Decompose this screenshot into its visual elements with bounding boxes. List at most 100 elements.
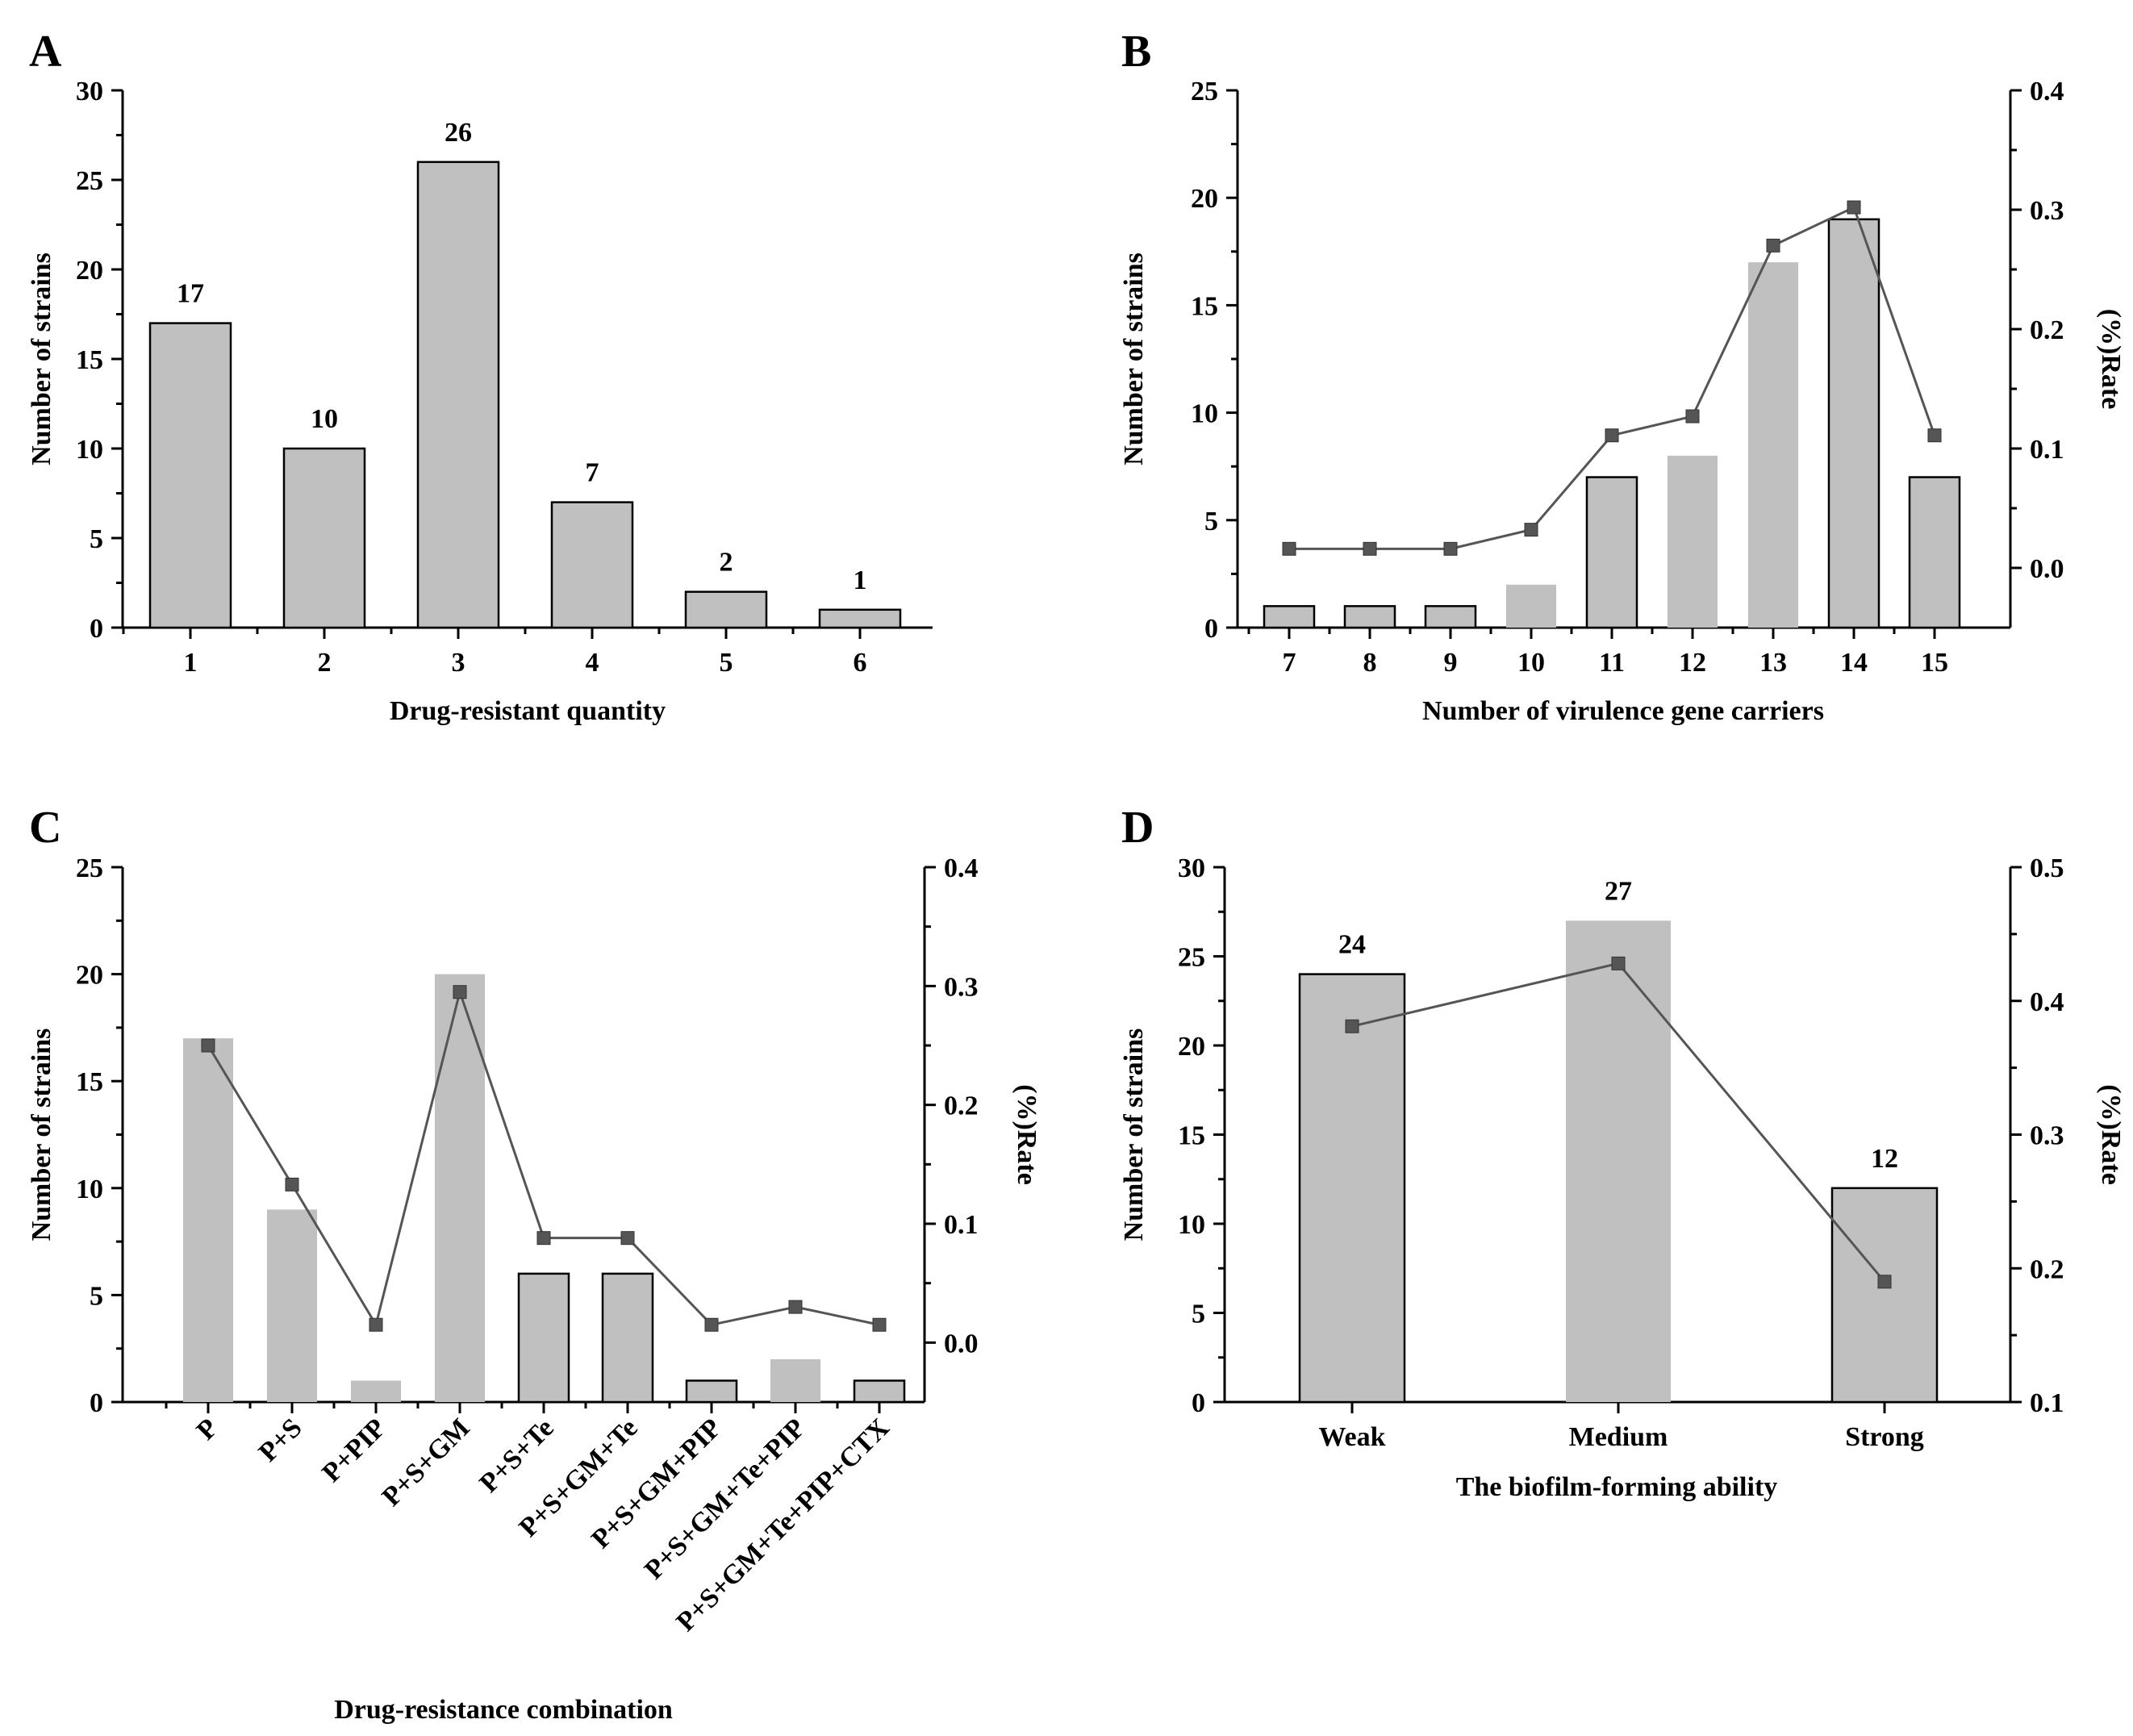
y-axis-label: Number of strains (27, 1029, 56, 1241)
y-tick-label: 20 (1178, 1032, 1205, 1062)
data-label: 27 (1605, 876, 1632, 906)
y-tick-label: 5 (90, 524, 103, 554)
data-label: 2 (720, 548, 733, 578)
bar (818, 608, 902, 629)
bar (517, 1272, 570, 1404)
bar (1506, 584, 1556, 628)
rate-tick-label: 0.4 (2030, 77, 2064, 106)
rate-axis-label: (%)Rate (2096, 309, 2126, 410)
x-tick-label: P+S (253, 1413, 308, 1467)
y-tick-label: 15 (76, 1067, 103, 1097)
x-tick-label: 6 (854, 648, 867, 678)
rate-marker (1685, 409, 1700, 424)
y-tick-label: 10 (1178, 1210, 1205, 1240)
x-tick-label: 11 (1599, 648, 1625, 678)
y-tick-label: 0 (1192, 1388, 1205, 1418)
rate-marker (285, 1177, 299, 1191)
y-tick-label: 15 (1191, 291, 1218, 321)
rate-marker (1282, 541, 1296, 556)
rate-marker (1605, 428, 1619, 443)
bar (685, 1379, 738, 1404)
rate-marker (788, 1300, 803, 1314)
bar (282, 447, 366, 629)
y-tick-label: 25 (1191, 77, 1218, 106)
x-tick-label: 3 (452, 648, 465, 678)
rate-marker (201, 1038, 215, 1053)
rate-tick-label: 0.2 (2030, 1254, 2064, 1284)
bar (267, 1209, 317, 1402)
rate-marker (1847, 200, 1861, 215)
bar (550, 501, 634, 629)
x-tick-label: 4 (586, 648, 599, 678)
y-tick-label: 15 (1178, 1121, 1205, 1151)
rate-axis-label: (%)Rate (1012, 1084, 1041, 1185)
bar (1585, 476, 1638, 629)
rate-marker (1345, 1019, 1359, 1033)
rate-marker (1363, 541, 1377, 556)
y-tick-label: 20 (1191, 184, 1218, 214)
x-tick-label: 13 (1759, 648, 1787, 678)
bar (1908, 476, 1961, 629)
rate-marker (1524, 523, 1538, 537)
x-axis-label: The biofilm-forming ability (1456, 1472, 1778, 1502)
x-tick-label: P+S+Te (474, 1413, 560, 1498)
rate-marker (872, 1317, 887, 1332)
y-tick-label: 0 (90, 614, 103, 644)
x-axis-label: Number of virulence gene carriers (1422, 696, 1824, 726)
x-tick-label: P+S+GM+Te+PIP (639, 1413, 812, 1585)
bar (1566, 920, 1671, 1402)
y-tick-label: 0 (1204, 614, 1218, 644)
x-tick-label: Medium (1569, 1422, 1668, 1452)
y-tick-label: 10 (76, 435, 103, 465)
panel-d: D 0 5 10 15 20 25 30 0.1 0.2 0.3 0.4 0.5 (%)Rate Weak 2… (1119, 803, 2126, 1502)
rate-tick-label: 0.4 (944, 853, 979, 883)
y-axis-label: Number of strains (27, 252, 56, 465)
y-tick-label: 20 (76, 256, 103, 286)
x-tick-label: P+S+GM (377, 1413, 476, 1512)
x-axis-label: Drug-resistant quantity (390, 696, 666, 726)
rate-tick-label: 0.0 (944, 1329, 979, 1358)
rate-tick-label: 0.3 (2030, 1121, 2064, 1151)
data-label: 1 (854, 565, 867, 595)
x-tick-label: Strong (1845, 1422, 1924, 1452)
y-tick-label: 5 (90, 1281, 103, 1311)
data-label: 12 (1871, 1144, 1898, 1174)
bar (601, 1272, 654, 1404)
x-tick-label: 7 (1283, 648, 1296, 678)
x-tick-label: 8 (1363, 648, 1377, 678)
x-tick-label: 5 (720, 648, 733, 678)
y-tick-label: 25 (1178, 943, 1205, 973)
data-label: 17 (177, 279, 204, 309)
y-axis-label: Number of strains (1119, 252, 1149, 465)
panel-letter: C (29, 803, 61, 853)
y-axis-label: Number of strains (1119, 1029, 1149, 1241)
rate-marker (369, 1317, 383, 1332)
rate-axis-label: (%)Rate (2096, 1084, 2126, 1185)
bar (1668, 455, 1718, 628)
x-tick-label: 14 (1840, 648, 1868, 678)
rate-tick-label: 0.2 (944, 1091, 979, 1121)
y-tick-label: 5 (1204, 507, 1218, 536)
bar (351, 1380, 401, 1402)
data-label: 10 (311, 404, 338, 434)
data-label: 24 (1338, 930, 1366, 960)
rate-marker (1766, 238, 1780, 252)
rate-tick-label: 0.5 (2030, 853, 2064, 883)
x-tick-label: 10 (1517, 648, 1545, 678)
bar (770, 1358, 820, 1402)
panel-letter: A (29, 27, 62, 77)
x-tick-label: Weak (1318, 1422, 1385, 1452)
rate-marker (536, 1231, 551, 1246)
rate-tick-label: 0.1 (2030, 435, 2064, 465)
bar (1298, 973, 1406, 1404)
x-tick-label: 12 (1679, 648, 1706, 678)
panel-letter: D (1121, 803, 1154, 853)
rate-marker (1443, 541, 1458, 556)
rate-marker (1611, 956, 1626, 970)
y-tick-label: 30 (1178, 853, 1205, 883)
rate-tick-label: 0.3 (944, 972, 979, 1002)
x-axis-label: Drug-resistance combination (334, 1695, 673, 1725)
panel-b: B 0 5 10 15 20 25 0.0 0.1 0.2 0.3 0.4 (%)Rate 7 8 9 10 11… (1119, 27, 2126, 726)
